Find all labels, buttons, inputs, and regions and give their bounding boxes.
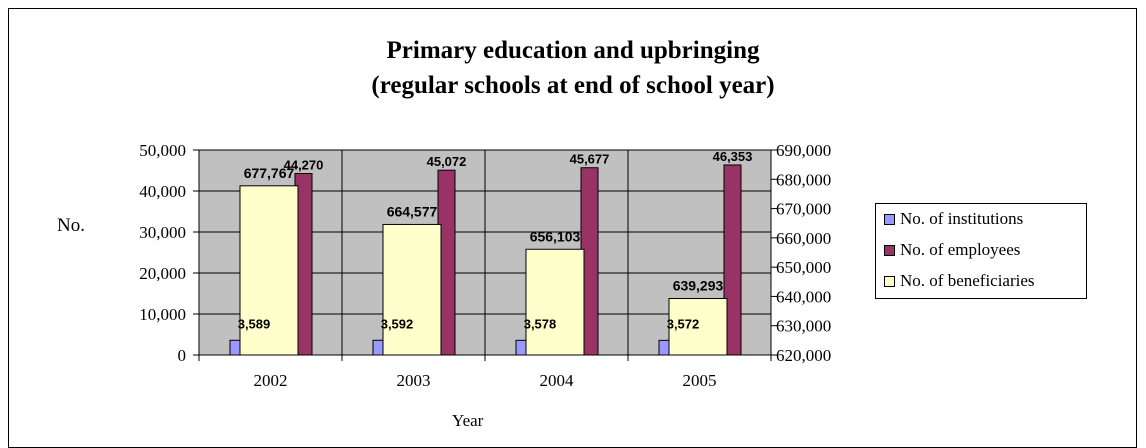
left-tick-label: 0 [178, 346, 187, 365]
x-tick-label: 2004 [540, 371, 575, 390]
data-label-employees: 45,677 [570, 152, 610, 167]
right-tick-label: 620,000 [776, 346, 831, 365]
bar-institutions [658, 339, 670, 356]
bar-beneficiaries [382, 223, 442, 356]
data-label-employees: 45,072 [427, 154, 467, 169]
data-label-beneficiaries: 656,103 [530, 228, 581, 244]
x-tick-label: 2005 [683, 371, 717, 390]
right-tick-label: 640,000 [776, 287, 831, 306]
bar-institutions [372, 339, 384, 356]
data-label-institutions: 3,589 [238, 316, 271, 331]
data-label-institutions: 3,592 [381, 316, 414, 331]
right-tick-label: 690,000 [776, 141, 831, 160]
bar-institutions [229, 339, 241, 356]
legend-swatch-employees [884, 244, 895, 256]
data-label-institutions: 3,578 [524, 316, 557, 331]
left-tick-label: 40,000 [139, 182, 186, 201]
right-tick-label: 630,000 [776, 317, 831, 336]
data-label-beneficiaries: 639,293 [673, 277, 724, 293]
legend-label-institutions: No. of institutions [900, 209, 1024, 228]
data-label-beneficiaries: 664,577 [387, 203, 438, 219]
data-label-institutions: 3,572 [667, 316, 700, 331]
right-tick-label: 660,000 [776, 229, 831, 248]
left-tick-label: 30,000 [139, 223, 186, 242]
left-tick-label: 50,000 [139, 141, 186, 160]
x-tick-label: 2003 [397, 371, 431, 390]
right-tick-label: 650,000 [776, 258, 831, 277]
data-label-employees: 46,353 [713, 149, 753, 164]
x-axis-label: Year [452, 411, 484, 430]
x-tick-label: 2002 [254, 371, 288, 390]
left-tick-label: 10,000 [139, 305, 186, 324]
chart-canvas: 0 10,000 20,000 30,000 40,000 50,000 620,000 63… [139, 141, 831, 390]
legend-item-beneficiaries: No. of beneficiaries [884, 270, 1035, 292]
legend-swatch-institutions [884, 213, 895, 225]
legend-item-employees: No. of employees [884, 239, 1020, 261]
chart-title-line-2: (regular schools at end of school year) [371, 72, 775, 99]
legend: No. of institutions No. of employees No.… [875, 203, 1087, 299]
right-tick-label: 670,000 [776, 200, 831, 219]
bar-beneficiaries [668, 297, 728, 356]
bar-beneficiaries [525, 248, 585, 356]
bar-beneficiaries [239, 185, 299, 356]
right-tick-label: 680,000 [776, 170, 831, 189]
legend-swatch-beneficiaries [884, 275, 895, 287]
legend-label-beneficiaries: No. of beneficiaries [900, 271, 1035, 290]
data-label-employees: 44,270 [284, 157, 324, 172]
left-tick-label: 20,000 [139, 264, 186, 283]
chart-title-line-1: Primary education and upbringing [386, 37, 760, 64]
data-label-beneficiaries: 677,767 [244, 165, 295, 181]
bar-institutions [515, 339, 527, 356]
legend-label-employees: No. of employees [900, 240, 1021, 259]
legend-item-institutions: No. of institutions [884, 208, 1023, 230]
y-axis-label: No. [57, 215, 85, 236]
